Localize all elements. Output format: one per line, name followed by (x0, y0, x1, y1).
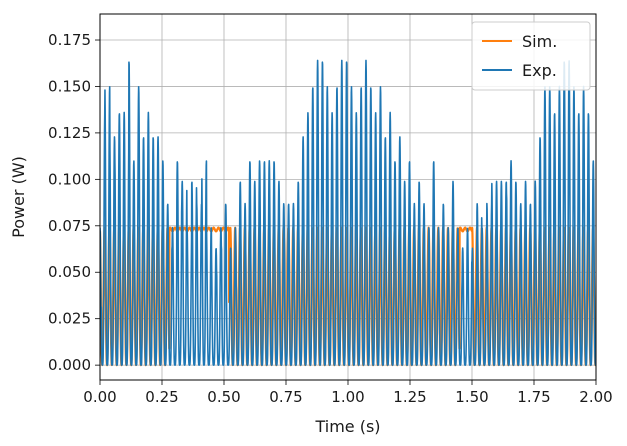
x-tick-label: 0.75 (269, 388, 302, 406)
x-axis-label: Time (s) (314, 417, 380, 436)
y-tick-label: 0.150 (48, 77, 91, 95)
x-tick-label: 0.00 (83, 388, 116, 406)
y-tick-label: 0.000 (48, 356, 91, 374)
x-tick-label: 1.25 (393, 388, 426, 406)
legend-label-exp: Exp. (522, 61, 557, 80)
legend-box (471, 21, 591, 91)
y-tick-label: 0.175 (48, 31, 91, 49)
y-tick-label: 0.125 (48, 124, 91, 142)
y-axis-ticks: 0.000 0.025 0.050 0.075 0.100 0.125 0.150 0.175 (48, 31, 100, 374)
x-tick-label: 1.00 (331, 388, 364, 406)
y-tick-label: 0.025 (48, 310, 91, 328)
x-axis-ticks: 0.00 0.25 0.50 0.75 1.00 1.25 1.50 1.75 2.00 (83, 380, 613, 406)
legend-label-sim: Sim. (522, 32, 557, 51)
x-tick-label: 0.25 (145, 388, 178, 406)
x-tick-label: 1.75 (517, 388, 550, 406)
y-tick-label: 0.100 (48, 170, 91, 188)
plot-area (100, 59, 596, 367)
y-axis-label: Power (W) (9, 156, 28, 238)
series-exp-line (100, 59, 596, 366)
x-tick-label: 0.50 (207, 388, 240, 406)
x-tick-label: 2.00 (579, 388, 612, 406)
legend: Sim. Exp. (471, 21, 591, 91)
y-tick-label: 0.050 (48, 263, 91, 281)
y-tick-label: 0.075 (48, 217, 91, 235)
x-tick-label: 1.50 (455, 388, 488, 406)
